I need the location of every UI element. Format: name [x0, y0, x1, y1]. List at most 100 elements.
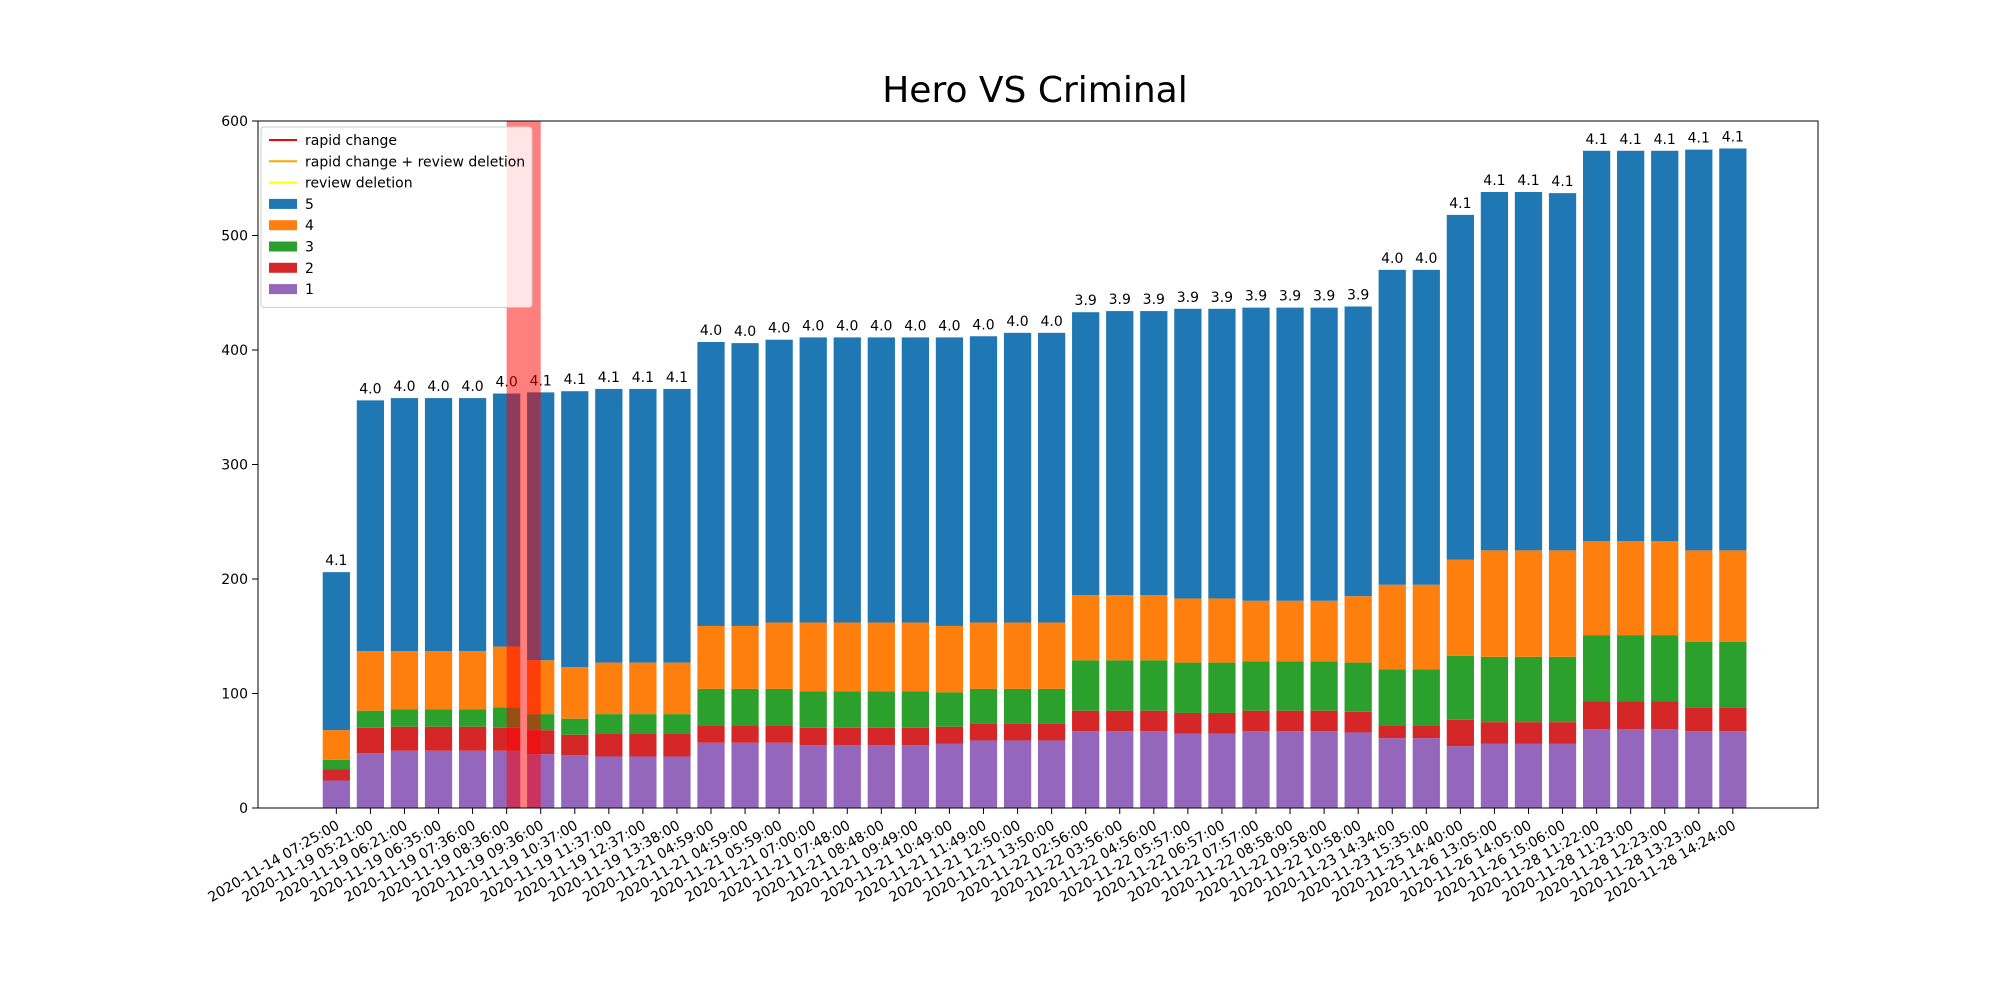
bar-segment: [1548, 656, 1577, 723]
bar-segment: [458, 398, 487, 652]
bar-segment: [629, 714, 657, 734]
bar-segment: [663, 388, 691, 663]
bar-segment: [1276, 731, 1304, 808]
bar-segment: [935, 726, 964, 744]
bar-segment: [731, 742, 759, 808]
bar-label: 4.1: [1517, 173, 1539, 189]
bar-segment: [356, 710, 385, 728]
y-tick-label: 200: [221, 572, 248, 588]
bar-segment: [1514, 743, 1543, 808]
bar-segment: [629, 388, 657, 663]
bar-label: 3.9: [1143, 292, 1165, 308]
legend-swatch: [269, 284, 297, 295]
bar-segment: [595, 756, 623, 808]
bar-segment: [1242, 600, 1270, 662]
bar-segment: [969, 336, 998, 623]
bar-segment: [1242, 307, 1270, 601]
bar-segment: [1582, 541, 1611, 636]
bar-segment: [799, 337, 827, 623]
bar-label: 4.1: [1585, 132, 1607, 148]
bar-segment: [1072, 731, 1100, 808]
bar-segment: [1617, 150, 1645, 542]
legend-box: [260, 126, 533, 308]
bar-segment: [1276, 600, 1304, 662]
bar-segment: [458, 750, 487, 808]
bar-segment: [1617, 701, 1645, 729]
bar-label: 4.0: [938, 318, 960, 334]
bar-segment: [1003, 622, 1032, 689]
bar-segment: [1276, 307, 1304, 601]
bar-segment: [1038, 740, 1066, 808]
bar-segment: [1651, 635, 1679, 702]
bar-segment: [1174, 662, 1202, 713]
bar-label: 4.1: [666, 370, 688, 386]
bar-segment: [901, 745, 930, 808]
bar-segment: [1719, 707, 1747, 732]
bar-segment: [595, 662, 623, 715]
legend-label: 1: [305, 282, 314, 298]
legend-label: rapid change: [305, 133, 397, 149]
bar-segment: [1344, 662, 1372, 712]
bar-segment: [390, 709, 419, 727]
bar-segment: [1548, 550, 1577, 657]
bar-segment: [1106, 311, 1134, 596]
bar-label: 4.0: [904, 318, 926, 334]
bar-segment: [1242, 661, 1270, 711]
bar-segment: [867, 622, 895, 692]
bar-segment: [935, 337, 964, 626]
bar-segment: [1242, 731, 1270, 808]
bar-segment: [1719, 731, 1747, 808]
legend-label: 3: [305, 240, 314, 256]
bar-segment: [390, 651, 419, 710]
bar-label: 3.9: [1211, 290, 1233, 306]
bar-segment: [697, 725, 725, 743]
bar-segment: [424, 750, 453, 808]
bar-segment: [1038, 723, 1066, 741]
bar-segment: [1480, 550, 1509, 657]
bar-segment: [424, 651, 453, 710]
bar-segment: [1344, 596, 1372, 663]
bar-segment: [867, 727, 895, 746]
bar-label: 3.9: [1109, 292, 1131, 308]
legend-swatch: [269, 241, 297, 252]
bar-label: 4.0: [768, 321, 790, 337]
bar-segment: [697, 625, 725, 689]
legend-label: 5: [305, 197, 314, 213]
bar-segment: [1038, 622, 1066, 689]
bar-segment: [867, 745, 895, 808]
bar-segment: [1003, 740, 1032, 808]
bar-segment: [1140, 731, 1168, 808]
bar-segment: [765, 725, 793, 743]
bar-segment: [1208, 662, 1236, 713]
bar-segment: [595, 733, 623, 757]
bar-segment: [901, 337, 930, 623]
bar-segment: [1446, 719, 1474, 747]
bar-segment: [629, 733, 657, 757]
bar-segment: [969, 622, 998, 689]
y-tick-label: 100: [221, 687, 248, 703]
bar-segment: [1106, 595, 1134, 661]
bar-segment: [867, 337, 895, 623]
bar-segment: [1310, 661, 1338, 711]
bar-segment: [561, 391, 589, 668]
bar-label: 4.0: [1040, 314, 1062, 330]
bar-segment: [1548, 722, 1577, 744]
bar-label: 4.0: [461, 379, 483, 395]
bar-segment: [799, 622, 827, 692]
bar-segment: [1344, 711, 1372, 733]
bar-segment: [1344, 732, 1372, 808]
bar-segment: [1208, 308, 1236, 599]
bar-segment: [731, 625, 759, 689]
bar-segment: [765, 742, 793, 808]
bar-segment: [561, 734, 589, 756]
bar-label: 4.1: [1483, 173, 1505, 189]
bar-segment: [322, 572, 350, 731]
bar-segment: [561, 718, 589, 735]
bar-segment: [1140, 311, 1168, 596]
bar-label: 4.1: [1551, 174, 1573, 190]
bar-segment: [1106, 731, 1134, 808]
bar-segment: [1106, 710, 1134, 732]
y-tick-label: 600: [221, 114, 248, 130]
legend-label: review deletion: [305, 176, 413, 192]
